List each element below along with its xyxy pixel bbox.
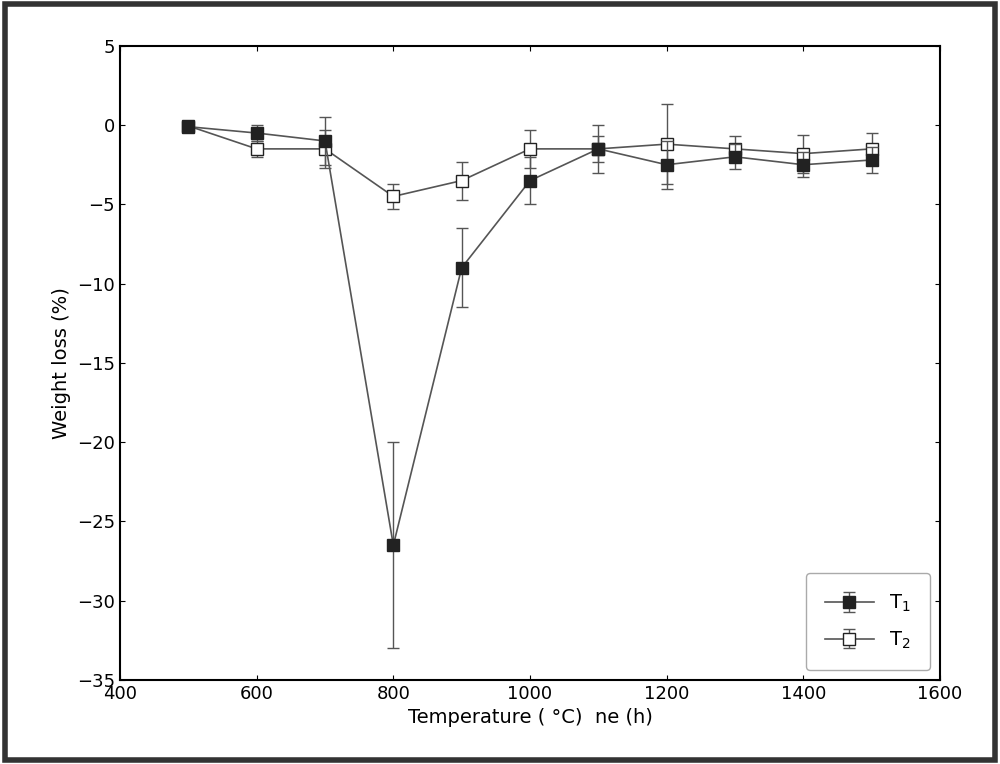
Y-axis label: Weight loss (%): Weight loss (%) [52, 287, 71, 439]
Legend: T$_1$, T$_2$: T$_1$, T$_2$ [806, 573, 930, 670]
X-axis label: Temperature ( °C)  ne (h): Temperature ( °C) ne (h) [408, 708, 652, 727]
